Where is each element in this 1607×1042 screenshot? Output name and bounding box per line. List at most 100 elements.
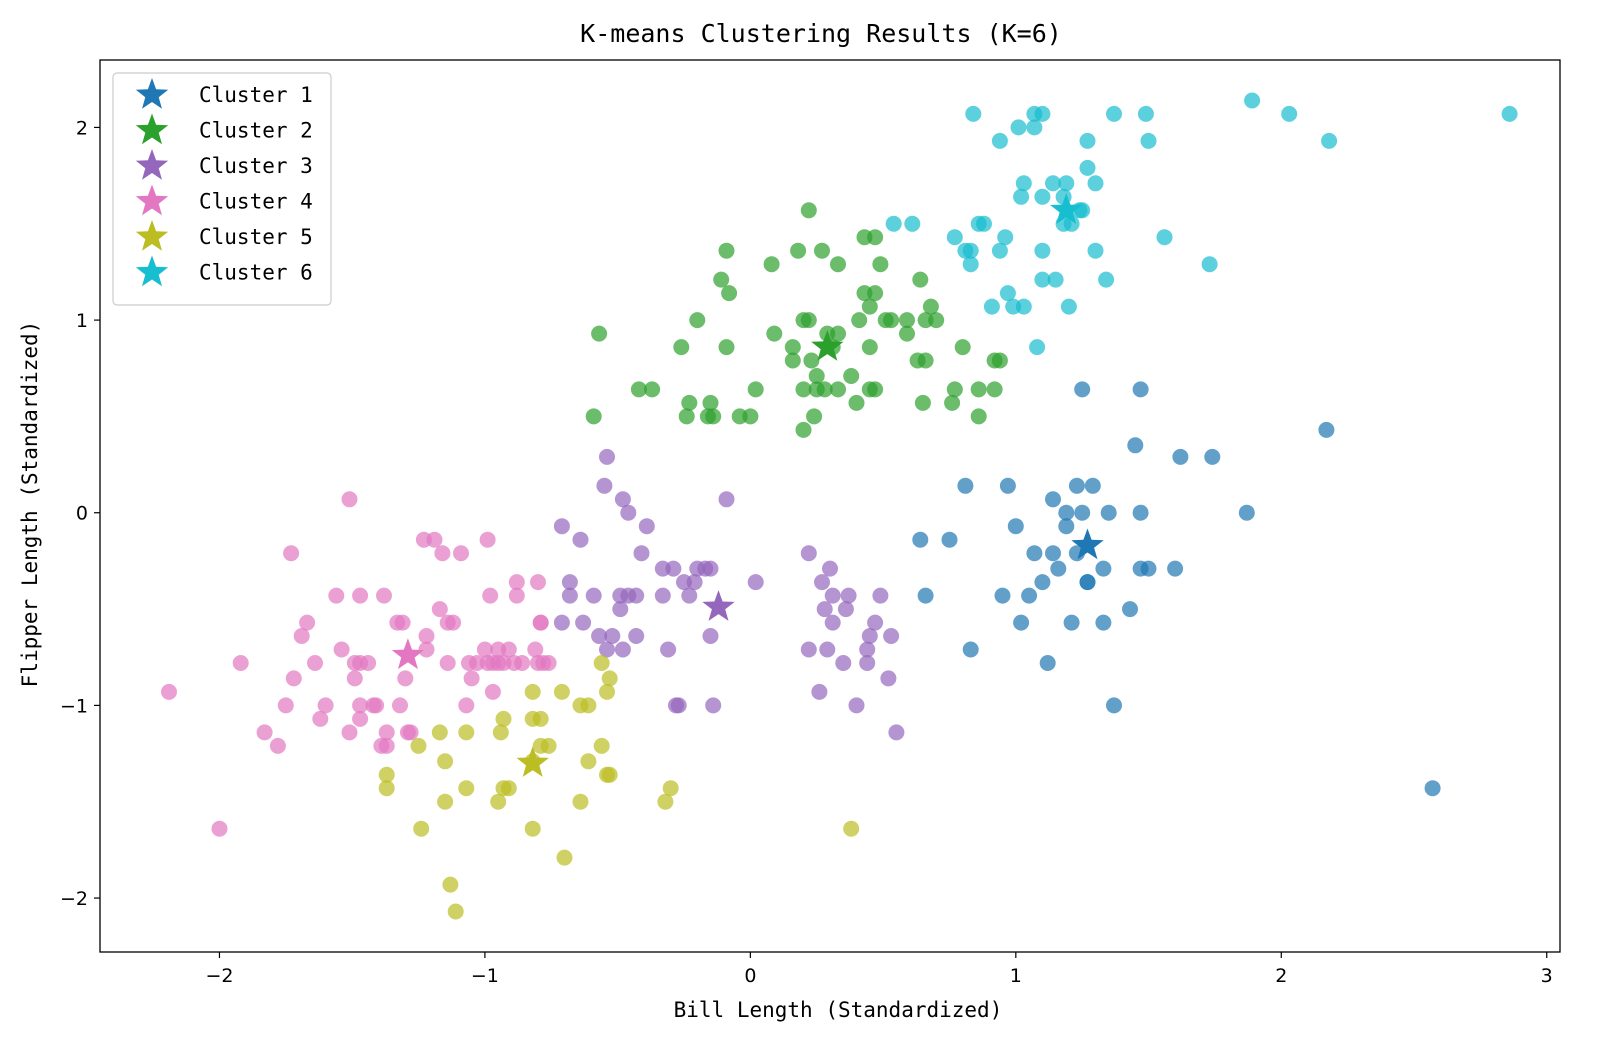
cluster-4-point xyxy=(482,587,499,604)
legend-label: Cluster 2 xyxy=(199,119,313,143)
cluster-3-point xyxy=(628,587,645,604)
cluster-4-point xyxy=(530,574,546,591)
y-axis-ticks: −2 −1 0 1 2 xyxy=(60,117,100,910)
cluster-3-point xyxy=(561,587,578,604)
x-axis-label: Bill Length (Standardized) xyxy=(674,998,1003,1022)
cluster-5-point xyxy=(556,849,573,866)
cluster-5-point xyxy=(593,655,610,671)
cluster-2-point xyxy=(784,339,801,356)
cluster-1-point xyxy=(994,587,1011,604)
cluster-6-point xyxy=(1079,159,1096,176)
cluster-2-point xyxy=(970,381,987,398)
cluster-1-point xyxy=(1021,587,1038,604)
cluster-2-point xyxy=(954,339,971,356)
cluster-1-point xyxy=(1026,545,1043,562)
cluster-5-point xyxy=(657,793,674,810)
cluster-5-point xyxy=(458,780,475,797)
cluster-2-point xyxy=(800,312,817,329)
cluster-5-point xyxy=(378,766,395,783)
cluster-3-point xyxy=(859,641,876,658)
cluster-6-point xyxy=(946,229,963,246)
cluster-5-point xyxy=(532,710,549,727)
cluster-3-point xyxy=(702,628,719,644)
cluster-5-point xyxy=(843,820,860,837)
cluster-1-point xyxy=(957,477,974,494)
cluster-2-point xyxy=(816,381,833,398)
cluster-6-point xyxy=(1087,242,1104,259)
cluster-2-point xyxy=(718,339,735,356)
cluster-2-centroid xyxy=(811,330,844,361)
cluster-5-point xyxy=(601,670,618,687)
cluster-4-point xyxy=(376,587,392,604)
cluster-1-centroid xyxy=(1071,528,1104,560)
cluster-3-point xyxy=(620,504,637,521)
cluster-4-point xyxy=(540,655,557,671)
cluster-1-point xyxy=(1084,477,1101,494)
cluster-4-point xyxy=(352,587,369,604)
cluster-3-point xyxy=(599,448,615,465)
cluster-3-point xyxy=(681,587,698,604)
cluster-2-point xyxy=(747,381,764,398)
cluster-6-point xyxy=(1156,229,1173,246)
cluster-2-point xyxy=(872,256,889,273)
cluster-1-point xyxy=(917,587,934,604)
cluster-2-point xyxy=(883,312,900,329)
cluster-2-point xyxy=(899,312,915,329)
legend-box xyxy=(112,72,332,306)
cluster-3-point xyxy=(612,601,629,618)
cluster-4-point xyxy=(283,545,300,562)
cluster-3-point xyxy=(660,641,677,658)
cluster-6-point xyxy=(1034,188,1051,205)
y-tick-label: 0 xyxy=(76,503,88,525)
cluster-4-point xyxy=(269,737,286,754)
cluster-5-point xyxy=(572,793,589,810)
cluster-3-point xyxy=(604,628,621,644)
cluster-3-point xyxy=(591,628,608,644)
cluster-2-point xyxy=(795,421,812,438)
cluster-2-point xyxy=(742,408,759,425)
cluster-3-point xyxy=(814,574,830,591)
cluster-2-point xyxy=(673,339,690,356)
cluster-4-point xyxy=(373,737,390,754)
cluster-5-point xyxy=(580,697,597,714)
cluster-4-point xyxy=(458,697,475,714)
legend-label: Cluster 6 xyxy=(199,261,313,285)
cluster-3-point xyxy=(599,641,615,658)
cluster-3-point xyxy=(800,641,817,658)
cluster-2-point xyxy=(689,312,706,329)
cluster-1-point xyxy=(1132,504,1149,521)
cluster-3-point xyxy=(572,531,589,548)
cluster-1-point xyxy=(1100,504,1117,521)
cluster-4-point xyxy=(368,697,385,714)
cluster-1-point xyxy=(1068,477,1085,494)
cluster-4-point xyxy=(418,641,435,658)
cluster-1-point xyxy=(1039,655,1056,671)
cluster-5-point xyxy=(410,737,427,754)
cluster-2-point xyxy=(585,408,602,425)
x-tick-label: 2 xyxy=(1275,965,1287,987)
cluster-1-point xyxy=(1424,780,1441,797)
cluster-2-point xyxy=(644,381,661,398)
cluster-6-point xyxy=(1058,175,1075,192)
cluster-3-point xyxy=(638,518,655,535)
cluster-5-point xyxy=(495,710,512,727)
cluster-5-point xyxy=(437,793,454,810)
cluster-5-point xyxy=(599,683,615,700)
cluster-2-point xyxy=(766,325,783,342)
cluster-6-point xyxy=(1034,105,1051,122)
cluster-6-point xyxy=(1140,132,1157,149)
cluster-2-point xyxy=(630,381,647,398)
cluster-3-point xyxy=(654,560,671,577)
cluster-3-point xyxy=(861,628,878,644)
cluster-3-point xyxy=(686,574,703,591)
cluster-1-point xyxy=(1063,614,1080,631)
cluster-6-point xyxy=(1047,271,1064,288)
cluster-1-point xyxy=(1007,518,1024,535)
chart-title: K-means Clustering Results (K=6) xyxy=(580,19,1062,48)
cluster-1-point xyxy=(1132,381,1149,398)
cluster-4-point xyxy=(397,670,414,687)
cluster-5-point xyxy=(437,753,454,770)
cluster-5-point xyxy=(580,753,597,770)
cluster-3-point xyxy=(575,614,592,631)
cluster-6-point xyxy=(885,215,902,232)
